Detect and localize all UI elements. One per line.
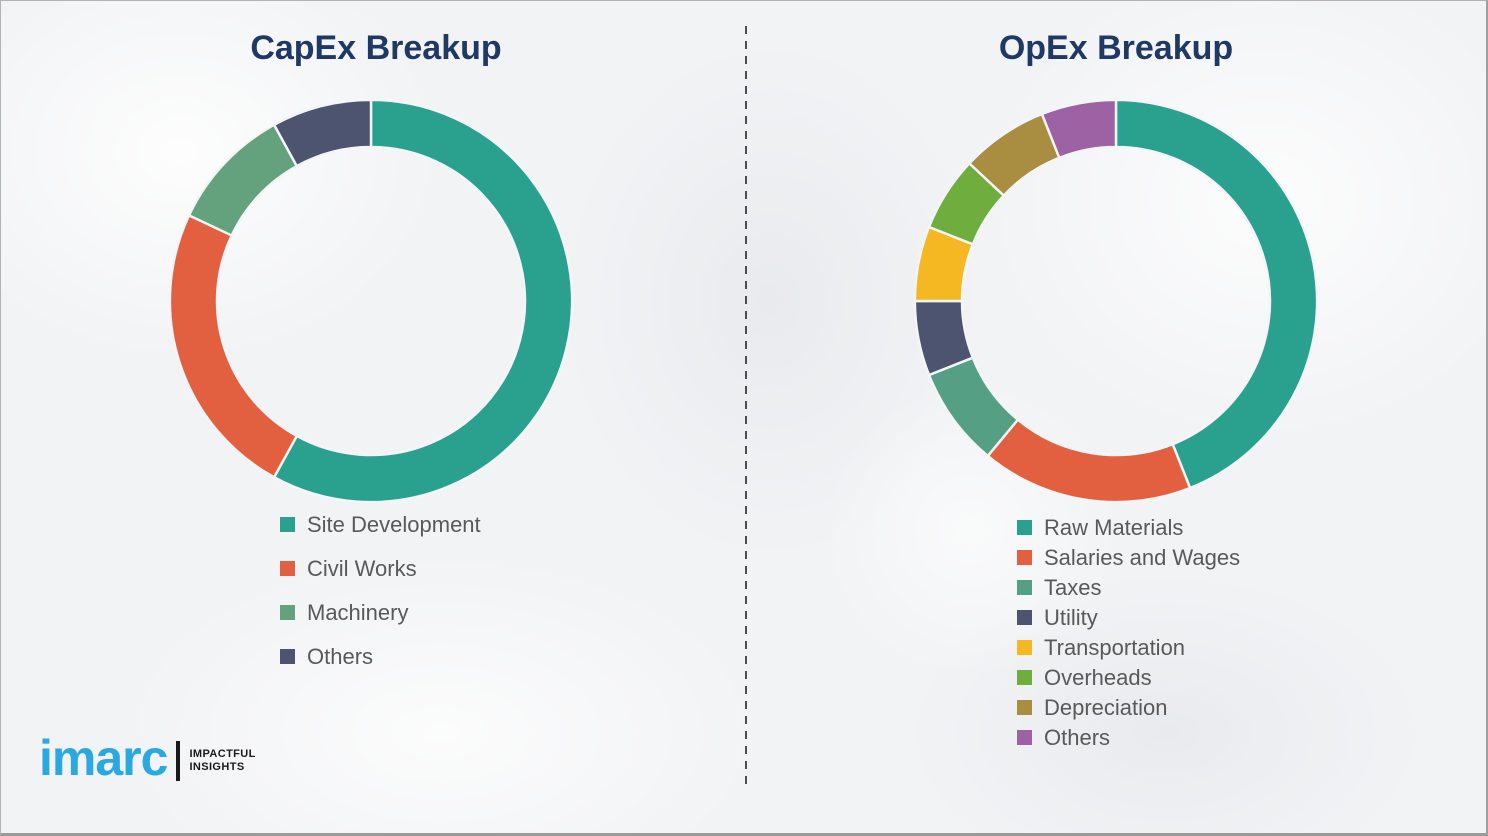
- opex-legend-label: Utility: [1044, 605, 1098, 630]
- capex-legend-label: Site Development: [307, 512, 481, 537]
- opex-donut-svg: [913, 98, 1319, 504]
- opex-legend-item-overheads: Overheads: [1017, 666, 1240, 689]
- opex-legend-swatch-utility: [1017, 610, 1032, 625]
- imarc-logo-wordmark: imarc: [39, 730, 168, 786]
- opex-legend-label: Overheads: [1044, 665, 1152, 690]
- opex-legend-label: Others: [1044, 725, 1111, 750]
- capex-legend-label: Others: [307, 644, 374, 669]
- opex-legend-swatch-raw-materials: [1017, 520, 1032, 535]
- capex-slice-machinery: [187, 123, 299, 238]
- opex-legend: Raw Materials Salaries and Wages Taxes Util…: [1017, 516, 1240, 756]
- imarc-logo: imarc IMPACTFUL INSIGHTS: [39, 730, 256, 786]
- capex-legend-swatch-civil-works: [280, 561, 295, 576]
- opex-legend-swatch-transportation: [1017, 640, 1032, 655]
- capex-legend-swatch-site-development: [280, 517, 295, 532]
- panel-divider-dashed-line: [745, 26, 747, 791]
- capex-legend: Site Development Civil Works Machinery Othe…: [280, 513, 481, 689]
- opex-legend-swatch-others: [1017, 730, 1032, 745]
- opex-legend-item-taxes: Taxes: [1017, 576, 1240, 599]
- capex-legend-item-civil-works: Civil Works: [280, 557, 481, 580]
- opex-legend-label: Taxes: [1044, 575, 1102, 600]
- opex-slice-salaries-and-wages: [986, 417, 1192, 504]
- opex-donut-chart: [910, 95, 1322, 507]
- opex-legend-swatch-depreciation: [1017, 700, 1032, 715]
- capex-slice-site-development: [272, 98, 574, 504]
- capex-legend-item-machinery: Machinery: [280, 601, 481, 624]
- capex-donut-chart: [165, 95, 577, 507]
- logo-divider-bar: [176, 741, 181, 781]
- opex-legend-label: Transportation: [1044, 635, 1186, 660]
- capex-legend-swatch-others: [280, 649, 295, 664]
- opex-legend-swatch-salaries-and-wages: [1017, 550, 1032, 565]
- opex-slice-raw-materials: [1114, 98, 1319, 490]
- capex-legend-label: Machinery: [307, 600, 409, 625]
- opex-legend-swatch-overheads: [1017, 670, 1032, 685]
- capex-title: CapEx Breakup: [250, 29, 502, 67]
- capex-legend-label: Civil Works: [307, 556, 417, 581]
- opex-legend-label: Depreciation: [1044, 695, 1168, 720]
- opex-legend-item-raw-materials: Raw Materials: [1017, 516, 1240, 539]
- capex-slice-civil-works: [168, 213, 299, 479]
- capex-slice-others: [272, 98, 373, 168]
- capex-donut-svg: [168, 98, 574, 504]
- opex-legend-label: Raw Materials: [1044, 515, 1184, 540]
- opex-legend-item-depreciation: Depreciation: [1017, 696, 1240, 719]
- capex-legend-item-others: Others: [280, 645, 481, 668]
- capex-legend-swatch-machinery: [280, 605, 295, 620]
- opex-slice-others: [1040, 98, 1118, 160]
- opex-legend-item-transportation: Transportation: [1017, 636, 1240, 659]
- opex-legend-item-utility: Utility: [1017, 606, 1240, 629]
- capex-legend-item-site-development: Site Development: [280, 513, 481, 536]
- logo-tagline-line1: IMPACTFUL: [189, 748, 256, 760]
- opex-legend-label: Salaries and Wages: [1044, 545, 1241, 570]
- logo-tagline-line2: INSIGHTS: [189, 761, 245, 773]
- logo-tagline: IMPACTFUL INSIGHTS: [189, 748, 255, 774]
- opex-legend-swatch-taxes: [1017, 580, 1032, 595]
- opex-legend-item-salaries-and-wages: Salaries and Wages: [1017, 546, 1240, 569]
- opex-title: OpEx Breakup: [998, 29, 1234, 67]
- opex-legend-item-others: Others: [1017, 726, 1240, 749]
